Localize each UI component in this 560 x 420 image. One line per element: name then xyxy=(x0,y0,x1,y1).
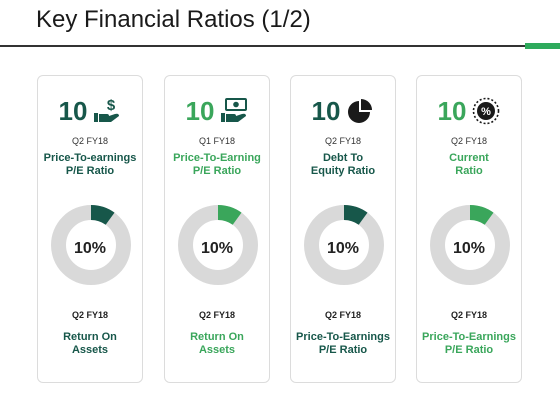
period-label: Q2 FY18 xyxy=(324,136,362,146)
percent-badge-icon: % xyxy=(473,97,500,125)
donut-segment xyxy=(470,205,494,225)
donut-segment xyxy=(344,205,368,225)
donut-chart xyxy=(304,205,384,285)
donut-segment xyxy=(218,205,242,225)
period-label: Q2 FY18 xyxy=(71,136,109,146)
ratio-value: 10 xyxy=(185,96,215,126)
bottom-period: Q2 FY18 xyxy=(450,310,488,320)
donut-segment xyxy=(91,205,115,225)
ratio-card-1: 10 $ Q2 FY18 Price-To-earnings P/E Ratio … xyxy=(37,75,143,383)
bottom-label: Return On Assets xyxy=(190,331,244,356)
pie-chart-icon xyxy=(348,99,373,123)
donut-percent: 10% xyxy=(326,240,360,257)
accent-bar xyxy=(525,43,560,49)
ratio-label: Price-To-earnings P/E Ratio xyxy=(43,152,137,177)
svg-text:%: % xyxy=(482,106,492,118)
donut-chart xyxy=(178,205,258,285)
title-divider xyxy=(0,45,560,47)
bottom-period: Q2 FY18 xyxy=(324,310,362,320)
ratio-label: Debt To Equity Ratio xyxy=(310,152,376,177)
ratio-value: 10 xyxy=(58,96,88,126)
bottom-label: Price-To-Earnings P/E Ratio xyxy=(296,331,390,356)
ratio-value: 10 xyxy=(311,96,341,126)
period-label: Q2 FY18 xyxy=(450,136,488,146)
donut-percent: 10% xyxy=(452,240,486,257)
ratio-card-4: 10 % Q2 FY18 Current Ratio 10% Q2 FY18 Pr… xyxy=(416,75,522,383)
hand-dollar-icon: $ xyxy=(94,97,120,122)
donut-chart xyxy=(430,205,510,285)
svg-text:$: $ xyxy=(107,97,116,114)
period-label: Q1 FY18 xyxy=(198,136,236,146)
ratio-card-2: 10 Q1 FY18 Price-To-Earning P/E Ratio 10%… xyxy=(164,75,270,383)
bottom-label: Return On Assets xyxy=(63,331,117,356)
donut-percent: 10% xyxy=(73,240,107,257)
donut-percent: 10% xyxy=(200,240,234,257)
donut-chart xyxy=(51,205,131,285)
bottom-period: Q2 FY18 xyxy=(198,310,236,320)
ratio-value: 10 xyxy=(437,96,467,126)
hand-banknote-icon xyxy=(221,98,248,122)
bottom-period: Q2 FY18 xyxy=(71,310,109,320)
ratio-label: Price-To-Earning P/E Ratio xyxy=(173,152,261,177)
ratio-label: Current Ratio xyxy=(449,152,489,177)
ratio-card-3: 10 Q2 FY18 Debt To Equity Ratio 10% Q2 FY… xyxy=(290,75,396,383)
page-title: Key Financial Ratios (1/2) xyxy=(36,6,311,33)
bottom-label: Price-To-Earnings P/E Ratio xyxy=(422,331,516,356)
